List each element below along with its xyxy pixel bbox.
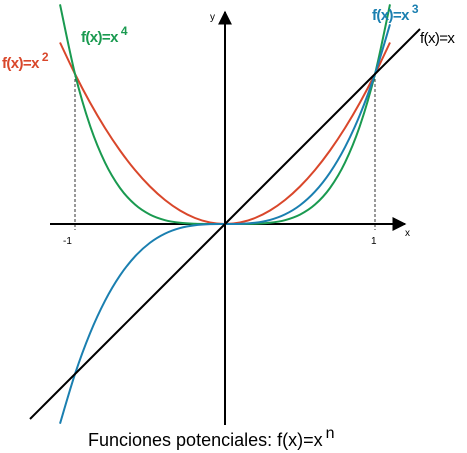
series-label-name: f(x)=x: [372, 7, 410, 24]
series-label-exponent: 3: [412, 2, 419, 16]
series-label: f(x)=x 3: [372, 2, 419, 24]
series-label: f(x)=x: [420, 30, 455, 47]
x-axis-label: x: [405, 228, 410, 239]
title-exponent: n: [326, 425, 335, 442]
series-label-name: f(x)=x: [2, 55, 40, 72]
title-text: Funciones potenciales: f(x)=x: [88, 430, 323, 450]
y-axis-label: y: [210, 12, 215, 23]
axes: [50, 10, 407, 425]
series-line: [29, 28, 421, 420]
series-label: f(x)=x 2: [2, 50, 49, 72]
series-label-name: f(x)=x: [81, 29, 119, 46]
series-label-exponent: 2: [42, 50, 49, 64]
series-label-name: f(x)=x: [420, 30, 455, 47]
x-tick-label: 1: [371, 236, 377, 247]
x-tick-label: -1: [63, 236, 72, 247]
chart-title: Funciones potenciales: f(x)=x n: [88, 425, 335, 450]
series-label-exponent: 4: [121, 24, 128, 38]
series-label: f(x)=x 4: [81, 24, 128, 46]
